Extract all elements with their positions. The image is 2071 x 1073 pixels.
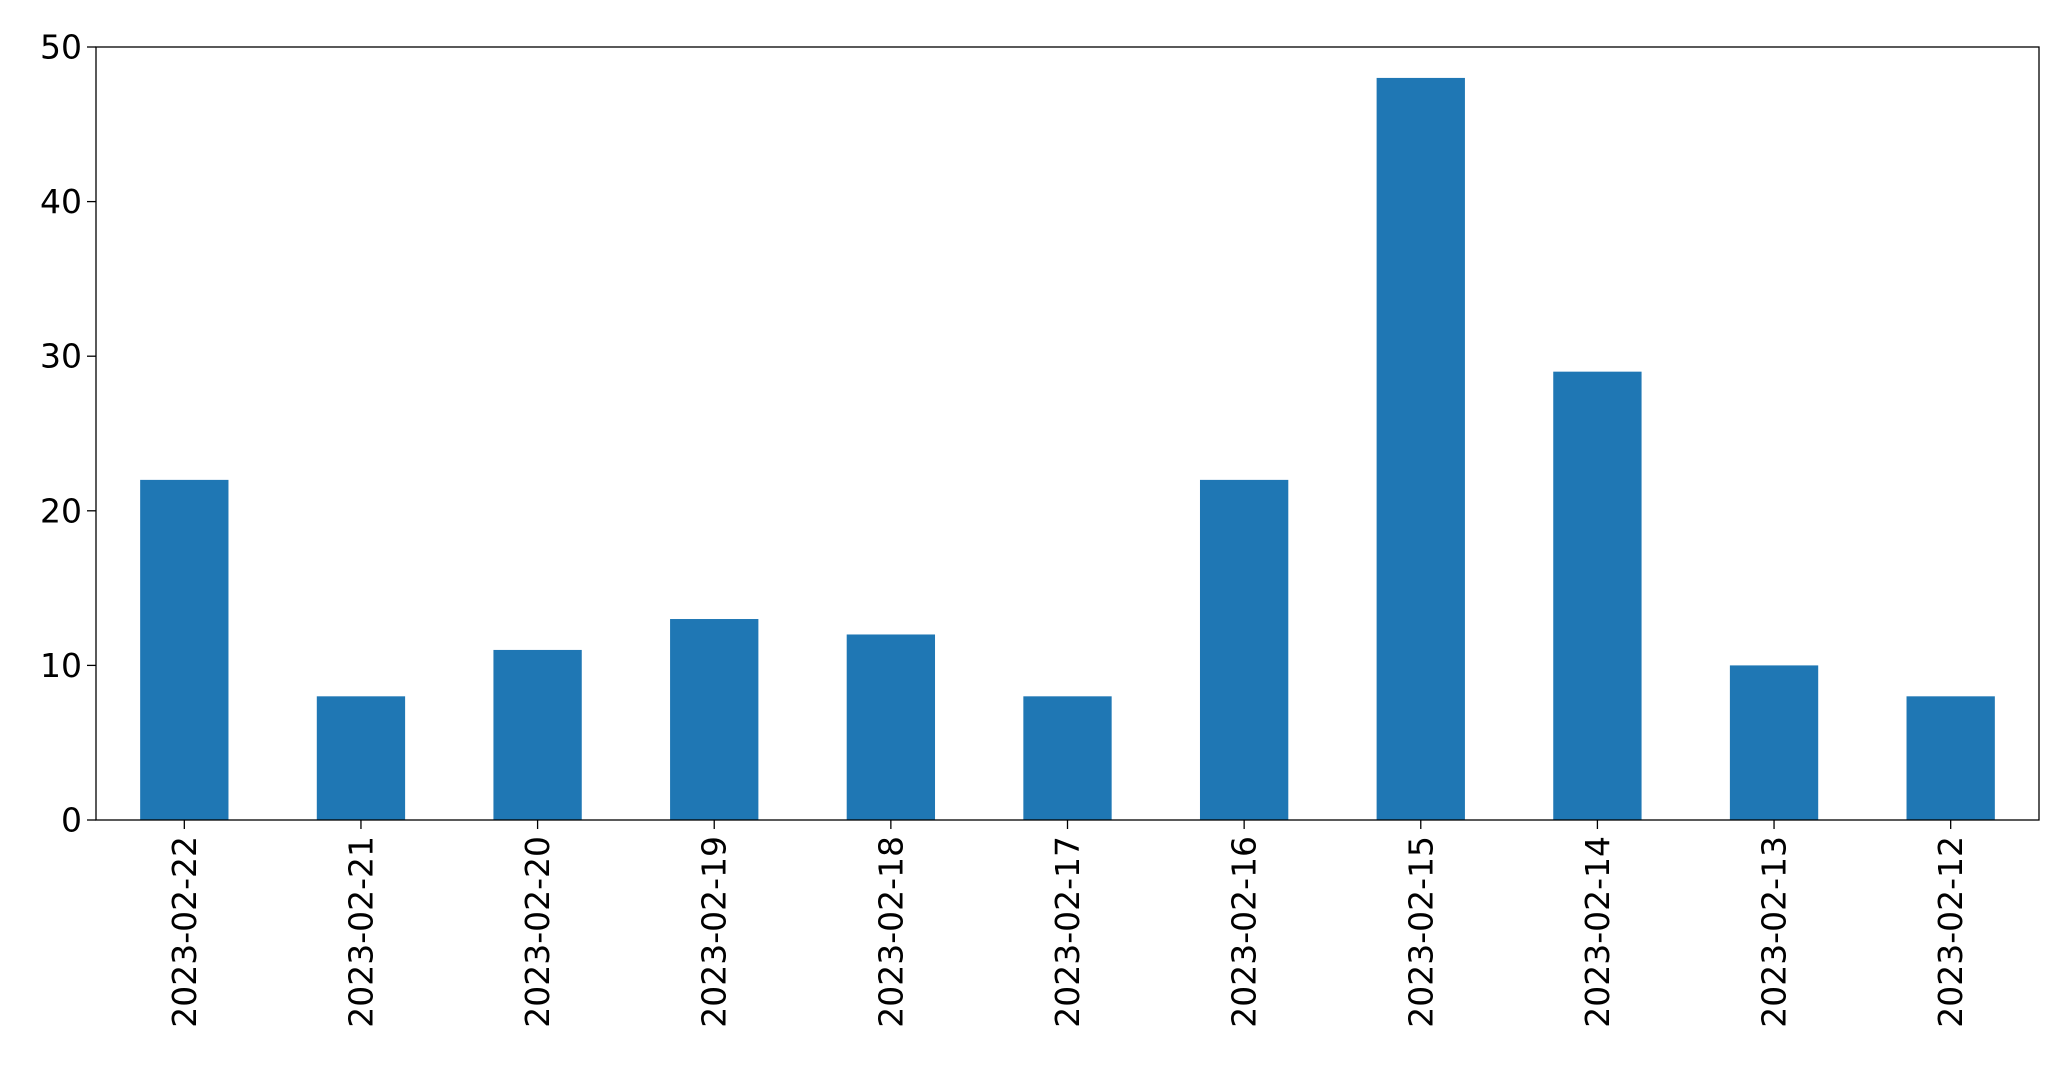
x-tick-label: 2023-02-21 <box>341 836 380 1028</box>
x-tick-label: 2023-02-19 <box>695 836 734 1028</box>
x-axis: 2023-02-22 2023-02-21 2023-02-20 2023-02-19… <box>165 820 1970 1028</box>
x-tick-label: 2023-02-15 <box>1401 836 1440 1028</box>
bar-2023-02-13 <box>1729 665 1819 820</box>
bars-layer <box>140 77 1995 821</box>
bar-2023-02-19 <box>670 619 759 820</box>
y-tick-label: 20 <box>40 491 82 530</box>
y-tick-label: 30 <box>40 337 82 376</box>
bar-2023-02-21 <box>316 696 406 820</box>
bar-2023-02-20 <box>493 649 582 820</box>
bar-2023-02-18 <box>846 634 936 820</box>
x-tick-label: 2023-02-22 <box>165 836 204 1028</box>
x-tick-label: 2023-02-18 <box>871 836 910 1028</box>
bar-2023-02-15 <box>1376 77 1465 821</box>
x-tick-label: 2023-02-13 <box>1755 836 1794 1028</box>
bar-2023-02-12 <box>1906 696 1995 820</box>
bar-2023-02-14 <box>1553 371 1642 820</box>
bar-2023-02-17 <box>1023 696 1112 820</box>
y-tick-label: 50 <box>40 28 82 67</box>
x-tick-label: 2023-02-20 <box>518 836 557 1028</box>
bar-2023-02-22 <box>140 479 229 820</box>
x-tick-label: 2023-02-16 <box>1225 836 1264 1028</box>
x-tick-label: 2023-02-12 <box>1931 836 1970 1028</box>
y-tick-label: 40 <box>40 182 82 221</box>
x-tick-label: 2023-02-14 <box>1578 836 1617 1028</box>
bar-2023-02-16 <box>1199 479 1289 820</box>
y-axis: 0 10 20 30 40 50 <box>40 28 96 840</box>
y-tick-label: 10 <box>40 646 82 685</box>
x-tick-label: 2023-02-17 <box>1048 836 1087 1028</box>
y-tick-label: 0 <box>61 801 82 840</box>
